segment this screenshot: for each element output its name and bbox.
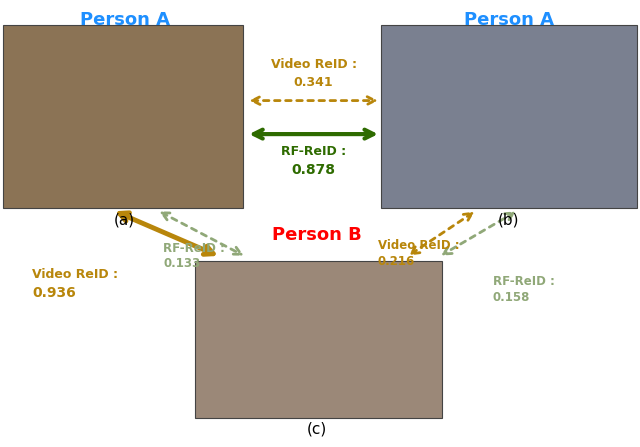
Text: 0.341: 0.341 [294,76,333,89]
Text: RF-ReID :: RF-ReID : [163,241,225,255]
FancyBboxPatch shape [381,25,637,208]
FancyBboxPatch shape [195,261,442,418]
Text: Person B: Person B [272,226,362,244]
Text: (b): (b) [498,212,520,228]
Text: 0.158: 0.158 [493,291,530,304]
Text: RF-ReID :: RF-ReID : [281,145,346,159]
Text: Person A: Person A [464,11,554,29]
Text: Person A: Person A [80,11,170,29]
Text: Video ReID :: Video ReID : [378,239,460,253]
Text: 0.936: 0.936 [32,286,76,300]
Text: 0.216: 0.216 [378,255,415,268]
Text: Video ReID :: Video ReID : [271,58,356,72]
Text: (c): (c) [307,421,327,436]
Text: Video ReID :: Video ReID : [32,268,118,282]
Text: (a): (a) [114,212,136,228]
Text: 0.133: 0.133 [163,257,200,270]
FancyBboxPatch shape [3,25,243,208]
Text: RF-ReID :: RF-ReID : [493,275,555,288]
Text: 0.878: 0.878 [292,163,335,177]
